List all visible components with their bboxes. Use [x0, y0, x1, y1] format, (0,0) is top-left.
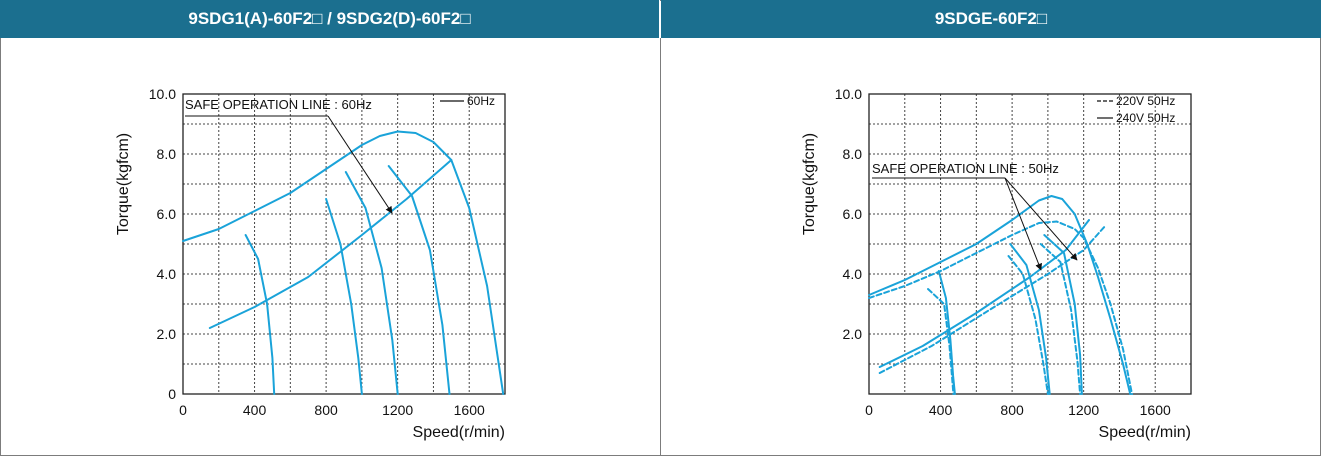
- plot-frame: [868, 93, 1192, 395]
- legend-label: 240V 50Hz: [1116, 111, 1175, 125]
- y-tick-label: 10.0: [149, 86, 176, 102]
- y-axis-label: Torque(kgfcm): [115, 133, 132, 235]
- x-tick-label: 1200: [1068, 402, 1099, 418]
- plot-grid: [183, 94, 505, 394]
- x-tick-label: 1600: [454, 402, 485, 418]
- x-tick-label: 800: [314, 402, 338, 418]
- y-tick-label: 6.0: [157, 206, 177, 222]
- x-tick-label: 0: [865, 402, 873, 418]
- safe-operation-label: SAFE OPERATION LINE : 50Hz: [872, 161, 1059, 176]
- series-line-3: [937, 270, 956, 395]
- series-line-2: [244, 234, 276, 395]
- plot-grid: [869, 94, 1191, 394]
- left-torque-speed-chart: 0 400 800 1200 1600 0 2.0 4.0 6.0 8.0 10.0 Torque(k…: [115, 86, 506, 441]
- y-tick-label: 4.0: [157, 266, 177, 282]
- series-line-1: [182, 130, 505, 395]
- series-line-7: [1043, 234, 1083, 395]
- safe-operation-label: SAFE OPERATION LINE : 60Hz: [185, 97, 372, 112]
- legend-label: 60Hz: [467, 94, 495, 108]
- y-tick-label: 6.0: [843, 206, 863, 222]
- x-tick-label: 0: [179, 402, 187, 418]
- x-axis-label: Speed(r/min): [413, 424, 505, 441]
- right-torque-speed-chart: 0 400 800 1200 1600 2.0 4.0 6.0 8.0 10.0 Torque(kg…: [801, 86, 1192, 441]
- plot-frame: [182, 93, 506, 395]
- y-tick-label: 2.0: [157, 326, 177, 342]
- x-tick-label: 1200: [382, 402, 413, 418]
- right-chart-header: 9SDGE-60F2□: [661, 0, 1321, 38]
- y-tick-label: 2.0: [843, 326, 863, 342]
- x-tick-label: 400: [243, 402, 267, 418]
- left-chart-header: 9SDG1(A)-60F2□ / 9SDG2(D)-60F2□: [0, 0, 660, 38]
- annotation-arrow: [327, 115, 393, 214]
- series-line-2: [868, 220, 1133, 395]
- series-line-4: [344, 171, 399, 395]
- y-tick-label: 10.0: [835, 86, 862, 102]
- y-axis-label: Torque(kgfcm): [801, 133, 818, 235]
- annotation-arrow: [1004, 177, 1042, 271]
- x-tick-label: 400: [929, 402, 953, 418]
- y-tick-label: 0: [168, 386, 176, 402]
- x-tick-label: 800: [1000, 402, 1024, 418]
- panel-divider: [660, 38, 661, 456]
- series-line-4: [927, 288, 955, 395]
- series-line-3: [325, 198, 363, 395]
- series-line-5: [1009, 243, 1051, 395]
- annotation-arrow: [1004, 177, 1078, 261]
- y-tick-label: 8.0: [843, 146, 863, 162]
- series-line-1: [868, 195, 1132, 395]
- series-line-9: [878, 219, 1090, 368]
- series-line-6: [208, 159, 453, 329]
- series-line-10: [878, 225, 1107, 374]
- y-tick-label: 4.0: [843, 266, 863, 282]
- x-tick-label: 1600: [1140, 402, 1171, 418]
- y-tick-label: 8.0: [157, 146, 177, 162]
- x-axis-label: Speed(r/min): [1099, 424, 1191, 441]
- series-line-6: [1007, 255, 1049, 395]
- series-line-5: [387, 165, 451, 395]
- series-line-8: [1039, 243, 1082, 395]
- legend-label: 220V 50Hz: [1116, 94, 1175, 108]
